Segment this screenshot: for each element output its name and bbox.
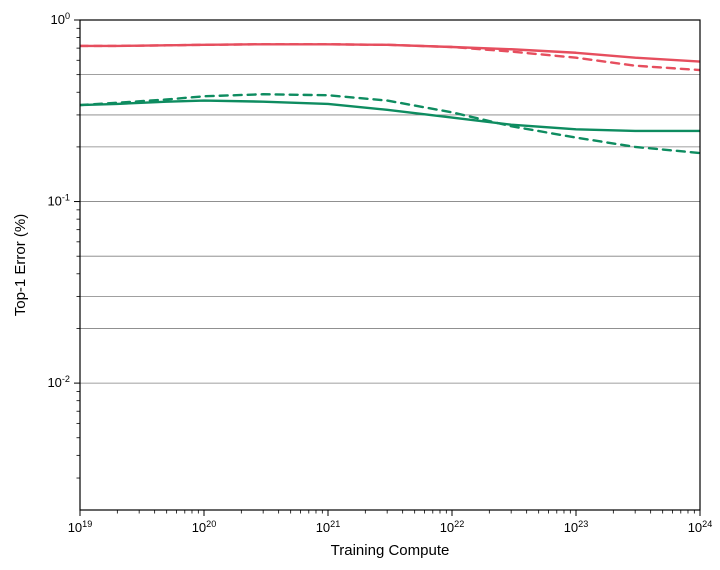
chart-svg: 10191020102110221023102410-210-1100Train… bbox=[0, 0, 720, 570]
line-chart: 10191020102110221023102410-210-1100Train… bbox=[0, 0, 720, 570]
grid bbox=[80, 20, 700, 383]
x-axis-label: Training Compute bbox=[331, 542, 450, 559]
y-axis-label: Top-1 Error (%) bbox=[12, 214, 29, 317]
